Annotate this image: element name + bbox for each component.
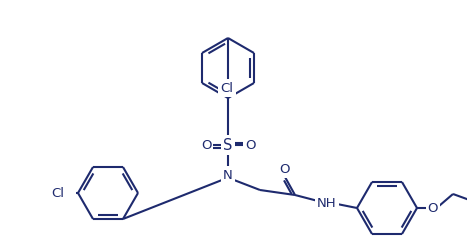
Text: O: O	[245, 138, 255, 151]
Text: Cl: Cl	[51, 187, 64, 199]
Text: S: S	[223, 137, 233, 152]
Text: Cl: Cl	[220, 81, 234, 95]
Text: O: O	[201, 138, 211, 151]
Text: N: N	[223, 169, 233, 182]
Text: O: O	[428, 201, 438, 214]
Text: O: O	[279, 163, 289, 176]
Text: NH: NH	[317, 196, 337, 209]
